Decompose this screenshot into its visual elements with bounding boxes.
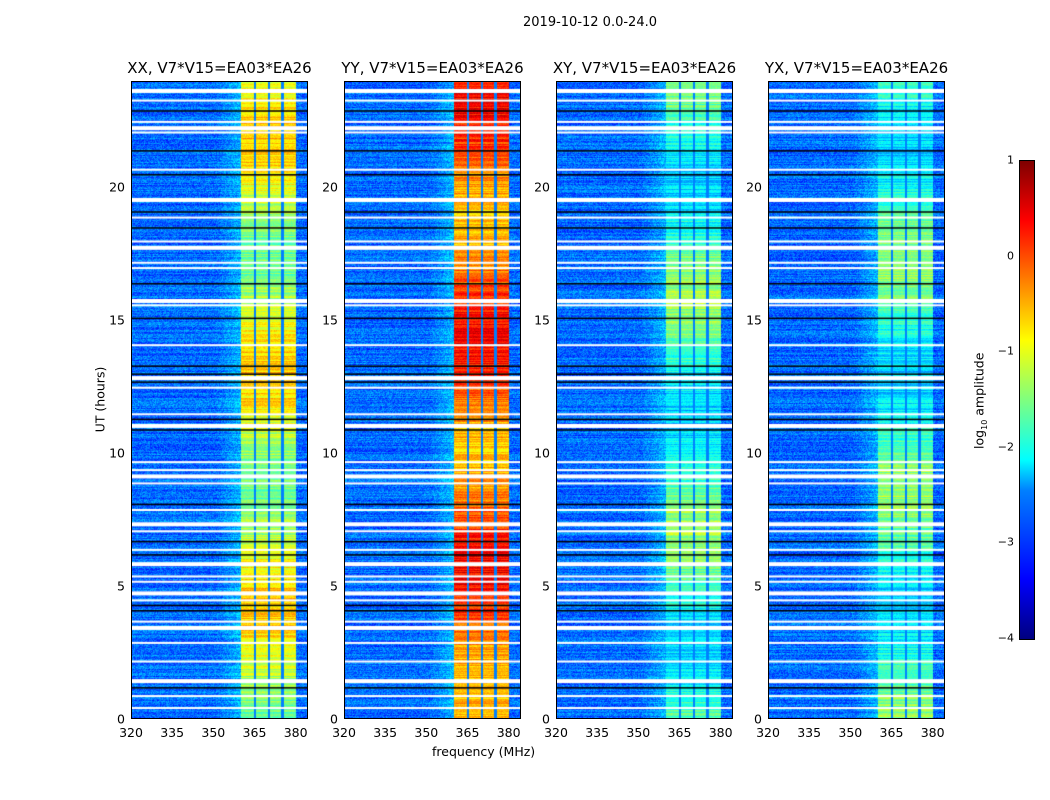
figure-title: 2019-10-12 0.0-24.0 — [523, 15, 657, 30]
y-tick-label: 0 — [754, 711, 762, 727]
y-tick-label: 0 — [330, 711, 338, 727]
waterfall-heatmap — [556, 81, 733, 719]
x-tick-label: 365 — [242, 725, 267, 740]
colorbar — [1019, 160, 1035, 640]
x-tick-label: 335 — [797, 725, 822, 740]
plot-frame — [131, 81, 308, 719]
x-tick-label: 380 — [708, 725, 733, 740]
y-tick-label: 5 — [330, 578, 338, 594]
panel-0: XX, V7*V15=EA03*EA26 320 335 350 365 380 0 5 10 1… — [109, 59, 312, 740]
y-tick-label: 10 — [746, 445, 762, 461]
colorbar-tick-label: −1 — [997, 344, 1014, 358]
x-tick-label: 365 — [667, 725, 692, 740]
plot-frame — [768, 81, 945, 719]
y-tick-label: 10 — [534, 445, 550, 461]
y-tick-label: 20 — [322, 179, 338, 195]
y-tick-label: 5 — [754, 578, 762, 594]
panel-3: YX, V7*V15=EA03*EA26 320 335 350 365 380 0 5 10 1… — [746, 59, 948, 740]
colorbar-label: log10 amplitude — [971, 352, 989, 449]
colorbar-tick-label: −3 — [997, 535, 1014, 549]
y-tick-label: 20 — [534, 179, 550, 195]
x-tick-label: 365 — [455, 725, 480, 740]
x-tick-label: 320 — [119, 725, 143, 740]
x-tick-label: 335 — [585, 725, 610, 740]
colorbar-tick-label: 1 — [1007, 153, 1014, 167]
y-tick-label: 15 — [534, 312, 550, 328]
panel-title: YX, V7*V15=EA03*EA26 — [764, 59, 949, 77]
y-axis-label: UT (hours) — [92, 366, 108, 433]
x-tick-label: 350 — [838, 725, 863, 740]
y-tick-label: 0 — [117, 711, 125, 727]
x-tick-label: 320 — [756, 725, 780, 740]
panel-title: YY, V7*V15=EA03*EA26 — [341, 59, 524, 77]
x-tick-label: 380 — [283, 725, 308, 740]
x-tick-label: 380 — [496, 725, 521, 740]
x-tick-label: 350 — [626, 725, 651, 740]
x-tick-label: 350 — [201, 725, 226, 740]
y-tick-label: 0 — [542, 711, 550, 727]
y-tick-label: 5 — [542, 578, 550, 594]
y-tick-label: 15 — [109, 312, 125, 328]
x-tick-label: 335 — [160, 725, 185, 740]
plot-frame — [344, 81, 521, 719]
x-tick-label: 320 — [544, 725, 568, 740]
y-tick-label: 10 — [109, 445, 125, 461]
y-tick-label: 20 — [746, 179, 762, 195]
x-tick-label: 380 — [920, 725, 945, 740]
y-tick-label: 5 — [117, 578, 125, 594]
panel-title: XY, V7*V15=EA03*EA26 — [552, 59, 737, 77]
panel-2: XY, V7*V15=EA03*EA26 320 335 350 365 380 0 5 10 1… — [534, 59, 736, 740]
colorbar-tick-label: 0 — [1007, 249, 1014, 263]
x-tick-label: 320 — [332, 725, 356, 740]
x-tick-label: 335 — [373, 725, 398, 740]
colorbar-tick-label: −4 — [997, 631, 1014, 645]
waterfall-heatmap — [344, 81, 521, 719]
y-tick-label: 15 — [322, 312, 338, 328]
plot-frame — [556, 81, 733, 719]
panel-1: YY, V7*V15=EA03*EA26 320 335 350 365 380 0 5 10 1… — [322, 59, 524, 740]
x-axis-label: frequency (MHz) — [432, 744, 536, 759]
y-tick-label: 10 — [322, 445, 338, 461]
y-tick-label: 15 — [746, 312, 762, 328]
y-tick-label: 20 — [109, 179, 125, 195]
x-tick-label: 365 — [879, 725, 904, 740]
panel-title: XX, V7*V15=EA03*EA26 — [127, 59, 312, 77]
waterfall-heatmap — [768, 81, 945, 719]
x-tick-label: 350 — [414, 725, 439, 740]
colorbar-tick-label: −2 — [997, 440, 1014, 454]
waterfall-heatmap — [131, 81, 308, 719]
